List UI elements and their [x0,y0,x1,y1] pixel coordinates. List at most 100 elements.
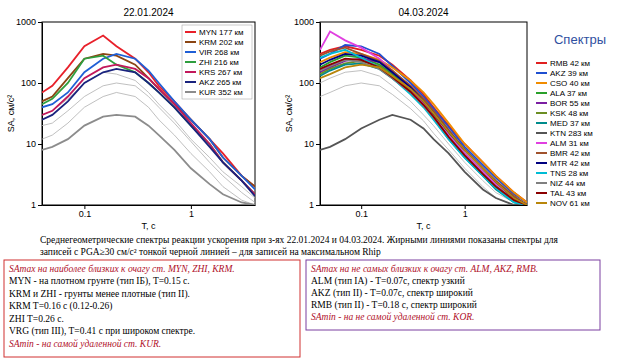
legend-label: BMR 42 км [550,149,590,158]
legend-swatch [185,51,196,53]
series-line [320,46,527,202]
legend: RMB 42 кмAKZ 39 кмCSO 40 кмALA 37 кмBOR … [533,56,603,210]
x-tick: 1 [463,205,468,219]
series-line [42,115,255,205]
legend-swatch [536,62,547,64]
legend-swatch [536,192,547,194]
tick-mark [38,22,42,23]
legend-swatch [185,41,196,43]
y-tick: 10 [26,139,42,149]
legend-label: KTN 283 км [550,129,593,138]
legend-swatch [536,202,547,204]
legend-label: ZHI 216 км [199,58,239,67]
legend-box [533,56,603,210]
series-line [320,59,527,205]
note-line: SAmax на наиболее близких к очагу ст. MY… [9,264,235,274]
note-line: SAmin - на самой удаленной ст. KUR. [9,339,161,349]
series-line [320,45,527,202]
slide-title: Спектры [554,32,606,47]
x-axis: 0.11 [43,205,256,219]
note-line: ZHI T=0.26 c. [9,314,64,324]
legend-label: CSO 40 км [550,79,590,88]
tick-label: 1000 [16,17,36,27]
series-line [320,56,527,205]
note-frame [306,260,600,330]
tick-label: 10 [304,139,314,149]
legend-label: TNS 28 км [550,169,588,178]
legend-swatch [536,92,547,94]
tick-label: 1 [189,209,194,219]
tick-label: 1 [31,200,36,210]
series-line [42,92,255,205]
legend-swatch [536,142,547,144]
series-line [320,59,527,205]
tick-mark [38,83,42,84]
legend-label: AKZ 39 км [550,69,588,78]
caption: Среднегеометрические спектры реакции уск… [40,235,559,245]
note-frame [4,260,300,357]
legend-label: MED 37 км [550,119,590,128]
tick-label: 0.1 [79,209,92,219]
caption: записей с PGA≥30 см/с² тонкой черной лин… [40,247,381,257]
series-line [320,60,527,205]
note-line: MYN - на плотном грунте (тип IБ), T=0.15… [9,276,190,287]
legend: MYN 177 кмKRM 202 кмVIR 268 кмZHI 216 км… [182,25,252,99]
legend-label: AKZ 265 км [199,78,241,87]
y-tick: 100 [299,78,320,88]
y-tick: 1 [31,200,42,210]
tick-mark [316,205,320,206]
legend-label: MYN 177 км [199,28,244,37]
note-line: SAmax на не самых близких к очагу ст. AL… [311,264,538,274]
tick-label: 0.1 [355,209,368,219]
note-line: ALM (тип IA) - T=0.07c, спектр узкий [311,276,465,287]
tick-label: 100 [21,78,36,88]
x-axis-title: T, c [416,221,431,231]
y-axis-title: SA, см/с² [6,95,16,133]
note-line: KRM и ZHI - грунты менее плотные (тип II… [9,289,190,300]
x-tick: 0.1 [79,205,92,219]
y-axis-title: SA, см/с² [284,95,294,133]
tick-mark [38,144,42,145]
series-line [42,83,255,202]
x-tick: 0.1 [355,205,368,219]
tick-mark [38,205,42,206]
y-axis: 1 10 100 1000 [16,17,43,210]
note-line: AKZ (тип II) - T=0.07c, спектр широкий [311,288,473,299]
plot-frame [320,22,527,205]
legend-label: RMB 42 км [550,59,590,68]
series-line [320,31,527,205]
legend-swatch [185,91,196,93]
y-tick: 10 [304,139,320,149]
tick-label: 1 [309,200,314,210]
chart: 0.1 1 1 10 100 1000 04.03.2024 T, c SA, см/с² RMB… [284,7,603,231]
legend-swatch [536,172,547,174]
legend-label: NOV 61 км [550,199,590,208]
chart-title: 22.01.2024 [123,7,173,18]
legend-swatch [536,182,547,184]
tick-label: 100 [299,78,314,88]
legend-label: KUR 352 км [199,88,243,97]
note-line: KRM T=0.16 c (0.12-0.26) [9,301,112,312]
legend-label: KRS 267 км [199,68,242,77]
legend-label: KRM 202 км [199,38,244,47]
legend-swatch [185,71,196,73]
legend-swatch [185,31,196,33]
legend-label: MTR 42 км [550,159,590,168]
tick-label: 1 [463,209,468,219]
series-line [320,65,527,205]
lines [320,31,527,205]
tick-label: 10 [26,139,36,149]
y-tick: 1 [309,200,320,210]
series-line [320,54,527,205]
chart-title: 04.03.2024 [398,7,448,18]
note-line: VRG (тип III), T=0.41 c при широком спек… [9,326,195,337]
tick-label: 1000 [294,17,314,27]
note-box: SAmax на не самых близких к очагу ст. AL… [306,260,600,330]
legend-swatch [536,102,547,104]
legend-label: TAL 43 км [550,189,586,198]
note-box: SAmax на наиболее близких к очагу ст. MY… [4,260,300,357]
tick-mark [316,83,320,84]
series-line [320,48,527,205]
legend-swatch [185,81,196,83]
legend-label: ALA 37 км [550,89,587,98]
